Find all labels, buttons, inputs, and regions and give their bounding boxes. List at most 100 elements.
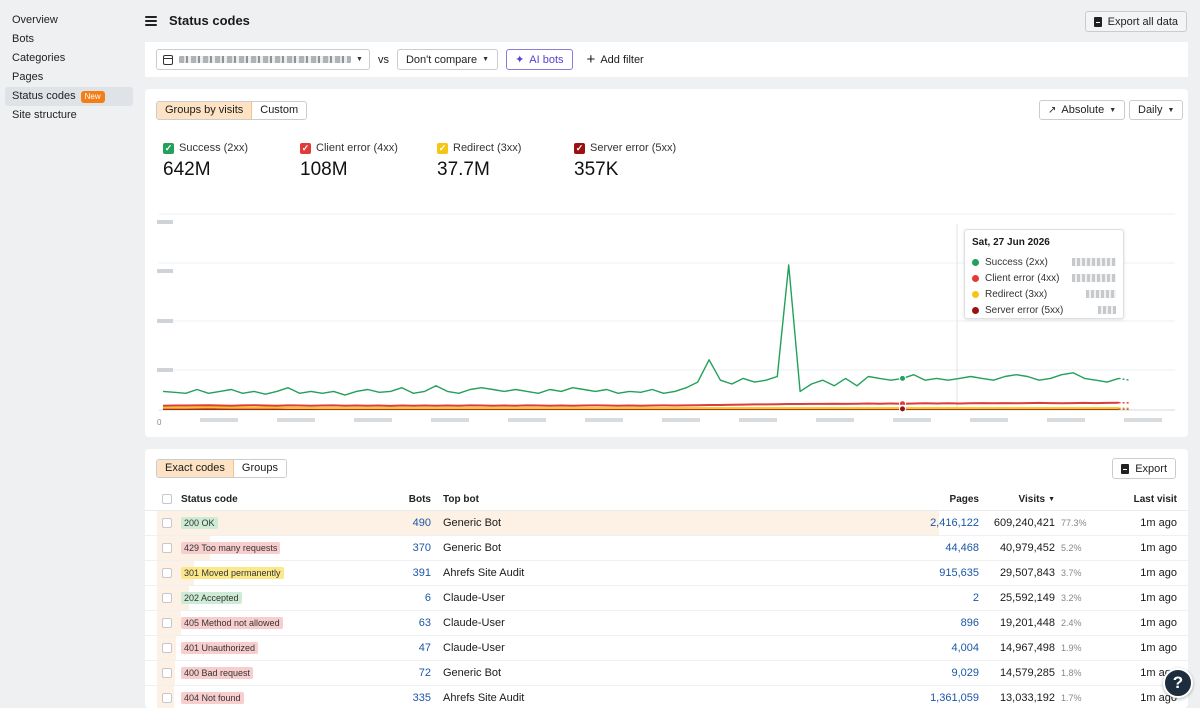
table-row[interactable]: 429 Too many requests 370 Generic Bot 44,46…: [145, 536, 1188, 561]
tooltip-row: Client error (4xx): [972, 270, 1116, 286]
server-error-dot-icon: [972, 306, 979, 314]
table-row[interactable]: 200 OK 490 Generic Bot 2,416,122 609,240,421…: [145, 511, 1188, 536]
tab-groups[interactable]: Groups: [233, 460, 286, 477]
pages-count-link[interactable]: 2,416,122: [930, 517, 979, 529]
checkbox-checked-icon[interactable]: ✓: [163, 142, 174, 154]
sidebar-item-label: Bots: [12, 33, 35, 45]
row-checkbox[interactable]: [162, 518, 172, 528]
pages-count-link[interactable]: 896: [960, 617, 979, 629]
sidebar-item-overview[interactable]: Overview: [5, 11, 133, 30]
metric-client-error[interactable]: ✓ Client error (4xx) 108M: [300, 142, 398, 181]
tooltip-value-redacted: [1072, 274, 1116, 282]
status-code-tag[interactable]: 429 Too many requests: [181, 542, 281, 554]
row-checkbox[interactable]: [162, 693, 172, 703]
export-button[interactable]: Export: [1112, 458, 1176, 479]
row-checkbox[interactable]: [162, 593, 172, 603]
col-top-bot[interactable]: Top bot: [443, 494, 479, 505]
interval-dropdown[interactable]: Daily ▼: [1129, 100, 1184, 120]
table-row[interactable]: 401 Unauthorized 47 Claude-User 4,004 14,967…: [145, 636, 1188, 661]
sidebar-item-label: Site structure: [12, 109, 77, 121]
date-range-picker[interactable]: ▼: [156, 49, 370, 70]
pages-count-link[interactable]: 915,635: [939, 567, 979, 579]
row-checkbox[interactable]: [162, 568, 172, 578]
tooltip-value-redacted: [1072, 258, 1116, 266]
filter-bar: ▼ vs Don't compare ▼ ✦ AI bots + Add filter: [145, 42, 1188, 77]
new-badge: New: [80, 90, 105, 103]
export-icon: [1093, 16, 1102, 27]
status-code-tag[interactable]: 202 Accepted: [181, 592, 242, 604]
sidebar-item-site-structure[interactable]: Site structure: [5, 106, 133, 125]
bots-count-link[interactable]: 47: [418, 642, 431, 654]
tab-groups-by-visits[interactable]: Groups by visits: [157, 102, 253, 119]
tab-exact-codes[interactable]: Exact codes: [157, 460, 234, 477]
bots-count-link[interactable]: 63: [418, 617, 431, 629]
sidebar-item-bots[interactable]: Bots: [5, 30, 133, 49]
row-checkbox[interactable]: [162, 668, 172, 678]
last-visit: 1m ago: [1140, 542, 1177, 554]
sidebar-item-pages[interactable]: Pages: [5, 68, 133, 87]
menu-icon[interactable]: [145, 15, 157, 26]
sidebar-item-categories[interactable]: Categories: [5, 49, 133, 68]
row-checkbox[interactable]: [162, 643, 172, 653]
table-row[interactable]: 404 Not found 335 Ahrefs Site Audit 1,361,0…: [145, 686, 1188, 708]
table-row[interactable]: 405 Method not allowed 63 Claude-User 896 19…: [145, 611, 1188, 636]
metric-redirect[interactable]: ✓ Redirect (3xx) 37.7M: [437, 142, 521, 181]
series-line-redirect-3xx: [163, 406, 1119, 410]
metric-server-error[interactable]: ✓ Server error (5xx) 357K: [574, 142, 676, 181]
absolute-mode-dropdown[interactable]: ↗ Absolute ▼: [1039, 100, 1126, 120]
status-code-tag[interactable]: 301 Moved permanently: [181, 567, 284, 579]
sidebar-item-status-codes[interactable]: Status codes New: [5, 87, 133, 106]
chart-group-tabs: Groups by visits Custom: [156, 101, 308, 120]
bots-count-link[interactable]: 391: [412, 567, 431, 579]
pages-count-link[interactable]: 4,004: [951, 642, 979, 654]
bots-count-link[interactable]: 335: [412, 692, 431, 704]
status-code-tag[interactable]: 200 OK: [181, 517, 218, 529]
pages-count-link[interactable]: 1,361,059: [930, 692, 979, 704]
status-code-tag[interactable]: 405 Method not allowed: [181, 617, 283, 629]
export-all-button[interactable]: Export all data: [1084, 11, 1187, 32]
ai-bots-filter-button[interactable]: ✦ AI bots: [506, 49, 573, 70]
series-incomplete-segment: [1118, 377, 1131, 381]
checkbox-checked-icon[interactable]: ✓: [300, 142, 311, 154]
pages-count-link[interactable]: 9,029: [951, 667, 979, 679]
col-status-code[interactable]: Status code: [181, 494, 238, 505]
visits-share-bar: [157, 511, 939, 535]
bots-count-link[interactable]: 490: [412, 517, 431, 529]
col-bots[interactable]: Bots: [408, 494, 431, 505]
add-filter-label: Add filter: [600, 53, 644, 66]
metric-label: Server error (5xx): [590, 142, 677, 154]
metric-success[interactable]: ✓ Success (2xx) 642M: [163, 142, 248, 181]
visits-value: 14,579,285: [999, 667, 1055, 679]
pages-count-link[interactable]: 2: [972, 592, 979, 604]
pages-count-link[interactable]: 44,468: [945, 542, 979, 554]
tab-custom[interactable]: Custom: [252, 102, 307, 119]
top-bot: Claude-User: [443, 617, 505, 629]
table-row[interactable]: 400 Bad request 72 Generic Bot 9,029 14,579,…: [145, 661, 1188, 686]
checkbox-checked-icon[interactable]: ✓: [574, 142, 585, 154]
table-row[interactable]: 301 Moved permanently 391 Ahrefs Site Audi…: [145, 561, 1188, 586]
bots-count-link[interactable]: 370: [412, 542, 431, 554]
trend-icon: ↗: [1048, 104, 1057, 116]
bots-count-link[interactable]: 6: [424, 592, 431, 604]
table-row[interactable]: 202 Accepted 6 Claude-User 2 25,592,149 3.2% 1…: [145, 586, 1188, 611]
row-checkbox[interactable]: [162, 618, 172, 628]
col-pages[interactable]: Pages: [949, 494, 979, 505]
visits-value: 14,967,498: [999, 642, 1055, 654]
status-code-tag[interactable]: 404 Not found: [181, 692, 244, 704]
row-checkbox[interactable]: [162, 543, 172, 553]
compare-dropdown[interactable]: Don't compare ▼: [396, 49, 499, 70]
add-filter-button[interactable]: + Add filter: [587, 52, 644, 67]
sidebar-item-label: Status codes: [12, 90, 76, 102]
visits-percent: 77.3%: [1061, 518, 1087, 528]
col-visits[interactable]: Visits ▼: [985, 489, 1056, 511]
status-code-tag[interactable]: 401 Unauthorized: [181, 642, 259, 654]
status-code-tag[interactable]: 400 Bad request: [181, 667, 254, 679]
col-last-visit[interactable]: Last visit: [1133, 494, 1177, 505]
sidebar-item-label: Categories: [12, 52, 66, 64]
chevron-down-icon: ▼: [356, 56, 363, 63]
table-card: Exact codes Groups Export Status code Bo…: [145, 449, 1188, 708]
help-button[interactable]: ?: [1163, 668, 1193, 698]
select-all-checkbox[interactable]: [162, 494, 172, 504]
checkbox-checked-icon[interactable]: ✓: [437, 142, 448, 154]
bots-count-link[interactable]: 72: [418, 667, 431, 679]
